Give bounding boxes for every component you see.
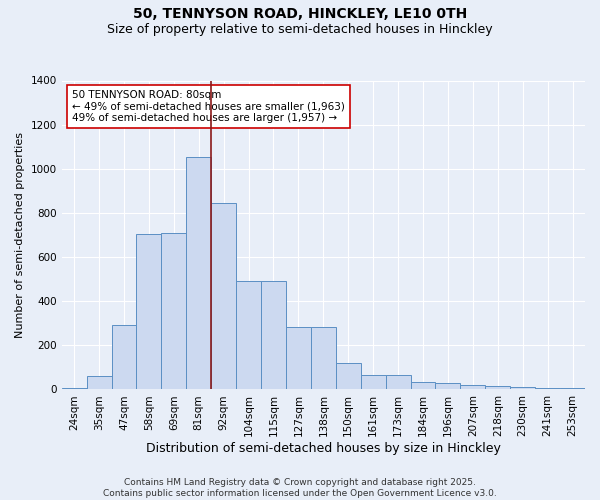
Text: 50, TENNYSON ROAD, HINCKLEY, LE10 0TH: 50, TENNYSON ROAD, HINCKLEY, LE10 0TH	[133, 8, 467, 22]
Bar	[485, 386, 510, 390]
Bar	[186, 156, 211, 390]
Bar	[336, 363, 361, 390]
Bar	[535, 388, 560, 390]
Text: Size of property relative to semi-detached houses in Hinckley: Size of property relative to semi-detach…	[107, 22, 493, 36]
Bar	[86, 376, 112, 390]
Bar	[436, 384, 460, 390]
Text: Contains HM Land Registry data © Crown copyright and database right 2025.
Contai: Contains HM Land Registry data © Crown c…	[103, 478, 497, 498]
Bar	[286, 326, 311, 390]
Bar	[386, 375, 410, 390]
Bar	[211, 203, 236, 390]
Bar	[460, 385, 485, 390]
Bar	[136, 234, 161, 390]
Bar	[62, 388, 86, 390]
Text: 50 TENNYSON ROAD: 80sqm
← 49% of semi-detached houses are smaller (1,963)
49% of: 50 TENNYSON ROAD: 80sqm ← 49% of semi-de…	[72, 90, 345, 123]
X-axis label: Distribution of semi-detached houses by size in Hinckley: Distribution of semi-detached houses by …	[146, 442, 501, 455]
Y-axis label: Number of semi-detached properties: Number of semi-detached properties	[15, 132, 25, 338]
Bar	[161, 233, 186, 390]
Bar	[560, 388, 585, 390]
Bar	[410, 382, 436, 390]
Bar	[261, 282, 286, 390]
Bar	[236, 282, 261, 390]
Bar	[510, 388, 535, 390]
Bar	[361, 375, 386, 390]
Bar	[311, 326, 336, 390]
Bar	[112, 326, 136, 390]
